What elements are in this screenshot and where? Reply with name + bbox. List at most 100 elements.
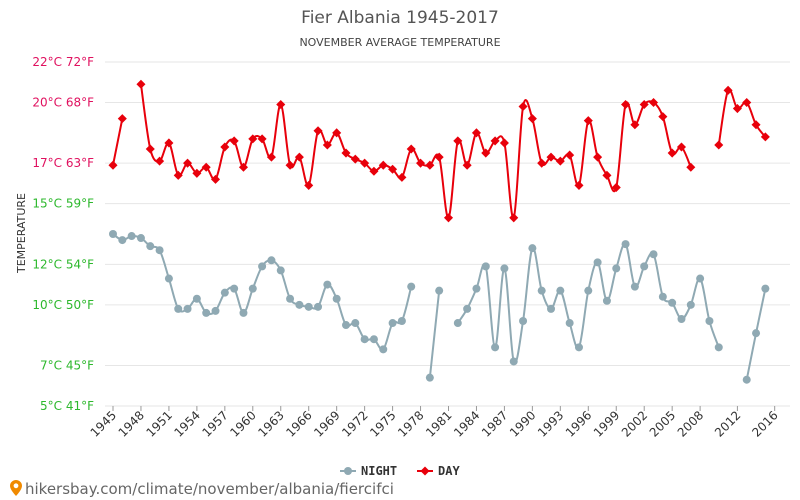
data-point-day[interactable] [117, 114, 127, 124]
data-point-day[interactable] [108, 160, 118, 170]
data-point-night[interactable] [397, 317, 406, 326]
data-point-day[interactable] [555, 156, 565, 166]
data-point-night[interactable] [276, 266, 285, 275]
data-point-day[interactable] [294, 152, 304, 162]
data-point-day[interactable] [266, 152, 276, 162]
data-point-night[interactable] [379, 345, 388, 354]
data-point-night[interactable] [612, 264, 621, 273]
data-point-night[interactable] [677, 314, 686, 323]
legend[interactable]: NIGHT DAY [340, 464, 460, 478]
data-point-night[interactable] [425, 373, 434, 382]
data-point-day[interactable] [350, 154, 360, 164]
legend-item-night[interactable]: NIGHT [340, 464, 397, 478]
data-point-day[interactable] [285, 160, 295, 170]
data-point-night[interactable] [640, 262, 649, 271]
data-point-day[interactable] [155, 156, 165, 166]
data-point-night[interactable] [537, 286, 546, 295]
data-point-day[interactable] [537, 158, 547, 168]
data-point-day[interactable] [723, 85, 733, 95]
data-point-night[interactable] [556, 286, 565, 295]
data-point-night[interactable] [714, 343, 723, 352]
data-point-night[interactable] [621, 240, 630, 249]
data-point-day[interactable] [434, 152, 444, 162]
data-point-night[interactable] [136, 234, 145, 243]
data-point-night[interactable] [314, 302, 323, 311]
footer-url[interactable]: hikersbay.com/climate/november/albania/f… [25, 480, 394, 498]
data-point-day[interactable] [714, 140, 724, 150]
data-point-night[interactable] [453, 319, 462, 328]
data-point-day[interactable] [667, 148, 677, 158]
data-point-night[interactable] [547, 304, 556, 313]
data-point-day[interactable] [332, 128, 342, 138]
data-point-day[interactable] [145, 144, 155, 154]
data-point-day[interactable] [416, 158, 426, 168]
data-point-night[interactable] [593, 258, 602, 267]
data-point-night[interactable] [705, 317, 714, 326]
data-point-day[interactable] [173, 170, 183, 180]
data-point-night[interactable] [463, 304, 472, 313]
data-point-night[interactable] [118, 236, 127, 245]
data-point-day[interactable] [593, 152, 603, 162]
data-point-night[interactable] [323, 280, 332, 289]
footer[interactable]: hikersbay.com/climate/november/albania/f… [10, 480, 394, 498]
data-point-night[interactable] [574, 343, 583, 352]
data-point-night[interactable] [752, 329, 761, 338]
data-point-day[interactable] [499, 138, 509, 148]
data-point-night[interactable] [500, 264, 509, 273]
data-point-day[interactable] [378, 160, 388, 170]
data-point-night[interactable] [155, 246, 164, 255]
data-point-day[interactable] [201, 162, 211, 172]
data-point-day[interactable] [183, 158, 193, 168]
data-point-day[interactable] [313, 126, 323, 136]
data-point-night[interactable] [649, 250, 658, 259]
data-point-night[interactable] [686, 300, 695, 309]
data-point-night[interactable] [435, 286, 444, 295]
data-point-night[interactable] [192, 294, 201, 303]
data-point-night[interactable] [183, 304, 192, 313]
data-point-night[interactable] [388, 319, 397, 328]
data-point-night[interactable] [304, 302, 313, 311]
data-point-night[interactable] [369, 335, 378, 344]
data-point-day[interactable] [462, 160, 472, 170]
data-point-day[interactable] [760, 132, 770, 142]
data-point-day[interactable] [397, 172, 407, 182]
data-point-night[interactable] [519, 317, 528, 326]
data-point-night[interactable] [248, 284, 257, 293]
data-point-day[interactable] [676, 142, 687, 152]
data-point-night[interactable] [351, 319, 360, 328]
data-point-night[interactable] [286, 294, 295, 303]
data-point-night[interactable] [602, 296, 611, 305]
data-point-night[interactable] [658, 292, 667, 301]
data-point-night[interactable] [742, 375, 751, 384]
data-point-night[interactable] [230, 284, 239, 293]
data-point-night[interactable] [146, 242, 155, 251]
data-point-night[interactable] [584, 286, 593, 295]
data-point-night[interactable] [565, 319, 574, 328]
data-point-day[interactable] [509, 213, 519, 223]
data-point-night[interactable] [220, 288, 229, 297]
data-point-day[interactable] [192, 168, 202, 178]
data-point-day[interactable] [518, 101, 528, 112]
data-point-day[interactable] [220, 142, 230, 152]
data-point-night[interactable] [491, 343, 500, 352]
data-point-night[interactable] [528, 244, 537, 253]
data-point-day[interactable] [732, 104, 742, 114]
data-point-night[interactable] [164, 274, 173, 283]
data-point-day[interactable] [481, 148, 491, 158]
data-point-night[interactable] [696, 274, 705, 283]
data-point-night[interactable] [211, 306, 220, 315]
data-point-night[interactable] [360, 335, 369, 344]
data-point-night[interactable] [630, 282, 639, 291]
data-point-night[interactable] [202, 308, 211, 317]
data-point-night[interactable] [509, 357, 518, 366]
data-point-night[interactable] [267, 256, 276, 265]
data-point-day[interactable] [210, 174, 221, 184]
data-point-day[interactable] [639, 99, 649, 110]
data-point-night[interactable] [127, 232, 136, 241]
data-point-night[interactable] [407, 282, 416, 291]
data-point-night[interactable] [239, 308, 248, 317]
data-point-day[interactable] [527, 114, 537, 124]
data-point-night[interactable] [332, 294, 341, 303]
data-point-night[interactable] [481, 262, 490, 271]
data-point-day[interactable] [443, 213, 454, 223]
